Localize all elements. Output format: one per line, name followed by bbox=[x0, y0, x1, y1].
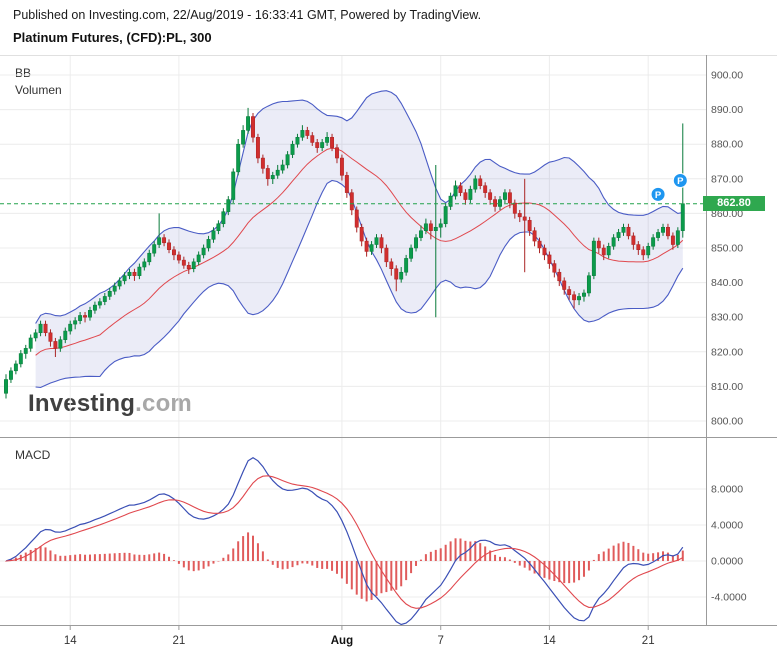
svg-text:14: 14 bbox=[64, 635, 77, 647]
svg-text:8.0000: 8.0000 bbox=[711, 484, 743, 496]
macd-signal-line bbox=[5, 475, 684, 609]
svg-text:-4.0000: -4.0000 bbox=[711, 592, 747, 604]
instrument-title: Platinum Futures, (CFD):PL, 300 bbox=[13, 30, 212, 45]
bb-lower-band bbox=[35, 179, 684, 389]
svg-text:900.00: 900.00 bbox=[711, 70, 743, 82]
svg-text:880.00: 880.00 bbox=[711, 139, 743, 151]
bollinger-bands bbox=[35, 90, 684, 389]
logo-brand-text: Investing bbox=[28, 390, 136, 417]
svg-text:4.0000: 4.0000 bbox=[711, 520, 743, 532]
published-line: Published on Investing.com, 22/Aug/2019 … bbox=[13, 8, 482, 22]
svg-text:14: 14 bbox=[543, 635, 556, 647]
svg-text:870.00: 870.00 bbox=[711, 173, 743, 185]
svg-text:800.00: 800.00 bbox=[711, 416, 743, 428]
logo-suffix-text: .com bbox=[135, 390, 192, 417]
panel-borders bbox=[0, 55, 777, 626]
svg-text:Aug: Aug bbox=[331, 635, 353, 647]
indicator-label-macd[interactable]: MACD bbox=[15, 448, 51, 462]
price-markers[interactable]: PP bbox=[650, 173, 688, 202]
indicator-label-volume[interactable]: Volumen bbox=[15, 83, 62, 97]
p-marker bbox=[650, 186, 666, 202]
macd-histogram bbox=[5, 532, 684, 602]
svg-text:820.00: 820.00 bbox=[711, 346, 743, 358]
current-price-label: 862.80 bbox=[703, 196, 765, 211]
svg-text:850.00: 850.00 bbox=[711, 243, 743, 255]
svg-text:890.00: 890.00 bbox=[711, 104, 743, 116]
p-marker bbox=[672, 173, 688, 189]
svg-text:P: P bbox=[677, 176, 684, 187]
indicator-label-bb[interactable]: BB bbox=[15, 66, 32, 80]
svg-text:0.0000: 0.0000 bbox=[711, 556, 743, 568]
bb-middle-band bbox=[35, 147, 684, 356]
svg-text:7: 7 bbox=[438, 635, 444, 647]
price-axis-labels[interactable]: 900.00890.00880.00870.00860.00850.00840.… bbox=[711, 70, 747, 604]
svg-text:840.00: 840.00 bbox=[711, 277, 743, 289]
bb-fill-area bbox=[35, 90, 683, 388]
candlestick-series bbox=[4, 107, 685, 399]
investing-logo: Investing.com bbox=[28, 390, 192, 418]
grid-lines bbox=[0, 55, 706, 625]
date-axis[interactable]: 14 21 Aug 7 14 21 bbox=[64, 625, 655, 647]
macd-line bbox=[5, 456, 684, 625]
svg-text:P: P bbox=[655, 190, 662, 201]
svg-text:21: 21 bbox=[642, 635, 655, 647]
svg-text:21: 21 bbox=[173, 635, 186, 647]
chart-canvas[interactable]: 900.00890.00880.00870.00860.00850.00840.… bbox=[0, 55, 777, 664]
svg-text:830.00: 830.00 bbox=[711, 312, 743, 324]
svg-text:810.00: 810.00 bbox=[711, 381, 743, 393]
macd-lines bbox=[5, 456, 684, 625]
bb-upper-band bbox=[35, 90, 683, 324]
